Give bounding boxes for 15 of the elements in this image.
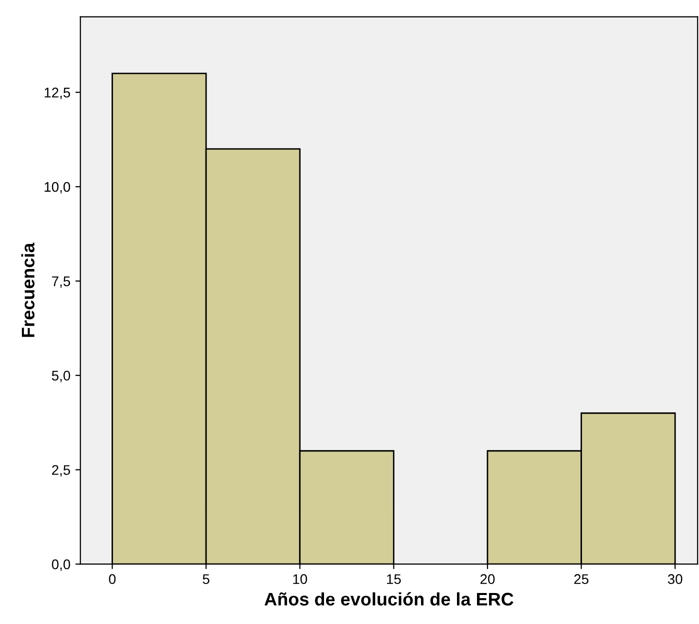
x-tick-label: 15 [387,574,401,584]
x-tick-label: 10 [293,574,308,584]
y-axis-title: Frecuencia [21,242,35,337]
y-tick-label: 10,0 [44,182,70,194]
y-tick-label: 2,5 [52,465,70,477]
y-tick-label: 5,0 [52,370,70,382]
y-tick-label: 12,5 [44,88,70,100]
x-tick-label: 5 [202,574,210,584]
x-tick-label: 0 [108,574,116,584]
x-tick-label: 30 [668,574,682,584]
y-tick-label: 7,5 [52,276,70,288]
x-tick-label: 20 [480,574,495,584]
y-tick-label: 0,0 [52,559,70,571]
x-axis-title: Años de evolución de la ERC [264,592,514,606]
x-tick-label: 25 [574,574,588,584]
